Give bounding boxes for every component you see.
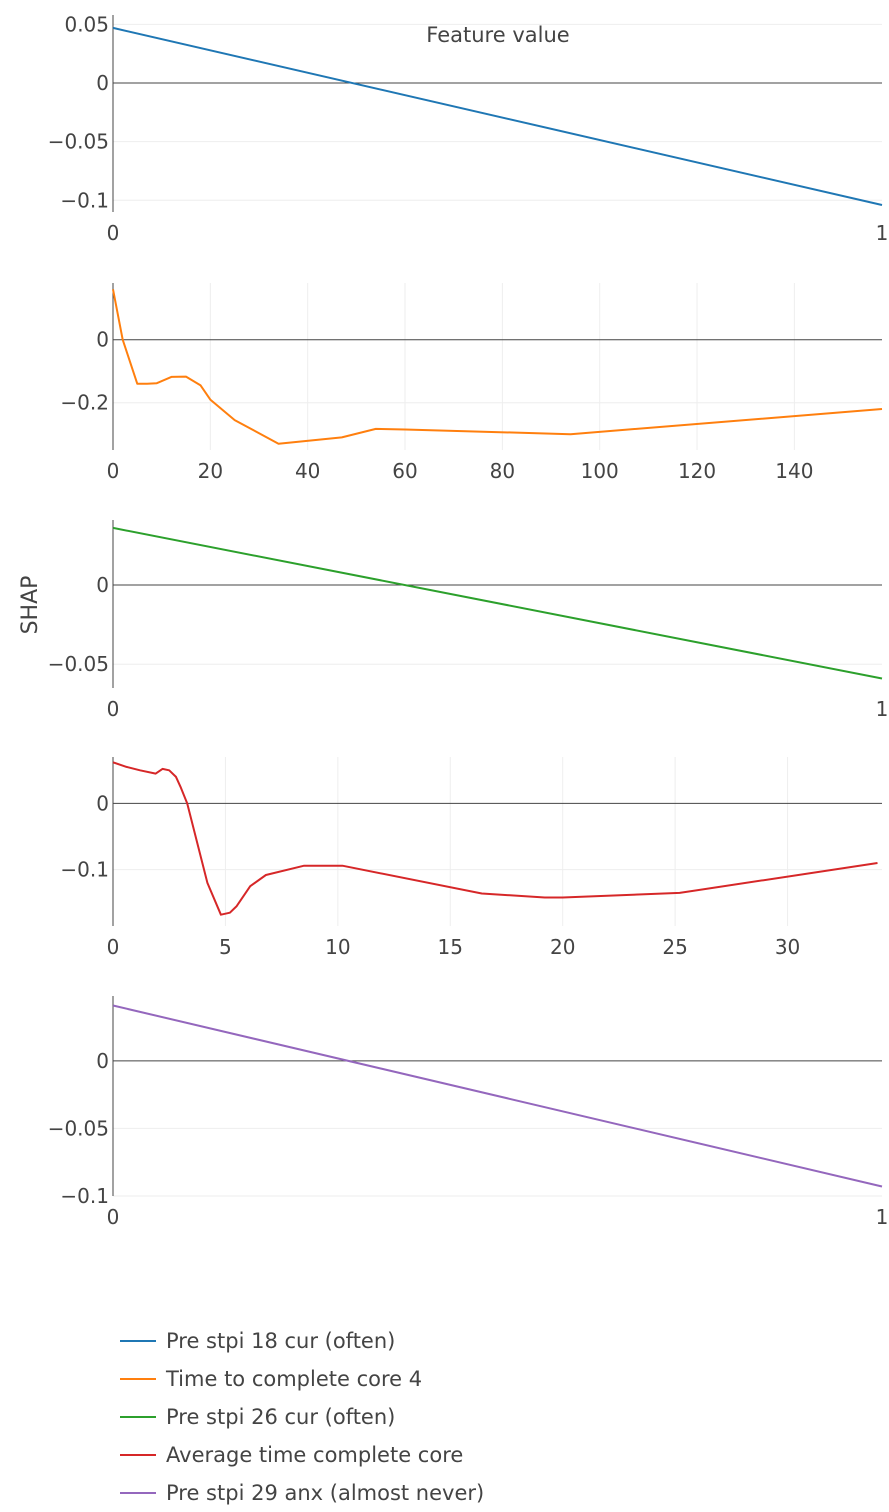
legend-item[interactable]: Pre stpi 29 anx (almost never) — [120, 1474, 484, 1512]
x-tick-label: 0 — [107, 221, 120, 245]
x-tick-label: 20 — [198, 459, 223, 483]
y-tick-label: −0.1 — [60, 1184, 109, 1208]
panel-4: 0 −0.1 0 5 10 15 20 25 30 — [60, 757, 882, 959]
x-tick-label: 0 — [107, 697, 120, 721]
panel-5: 0−0.05−0.10 1 — [48, 996, 889, 1229]
y-tick-label: 0 — [96, 71, 109, 95]
y-tick-label: 0 — [96, 1049, 109, 1073]
x-tick-label: 1 — [876, 221, 889, 245]
y-tick-label: 0.05 — [64, 12, 109, 36]
y-tick-label: −0.05 — [48, 652, 109, 676]
x-tick-label: 25 — [662, 935, 687, 959]
series-line-1 — [112, 26, 883, 206]
x-tick-label: 30 — [775, 935, 800, 959]
legend-swatch — [120, 1492, 156, 1494]
x-tick-label: 0 — [107, 1205, 120, 1229]
series-line-5 — [112, 1004, 883, 1188]
legend-swatch — [120, 1454, 156, 1456]
legend-item[interactable]: Pre stpi 18 cur (often) — [120, 1322, 484, 1360]
legend-label: Pre stpi 18 cur (often) — [166, 1329, 396, 1353]
y-tick-label: 0 — [96, 791, 109, 815]
legend-swatch — [120, 1378, 156, 1380]
x-tick-label: 10 — [325, 935, 350, 959]
x-tick-label: 60 — [392, 459, 417, 483]
x-tick-label: 120 — [678, 459, 716, 483]
legend-swatch — [120, 1416, 156, 1418]
x-tick-label: 5 — [219, 935, 232, 959]
panel-3: 0 −0.05 0 1 — [48, 520, 889, 721]
series-line-3 — [112, 526, 883, 680]
x-tick-label: 140 — [775, 459, 813, 483]
legend-label: Average time complete core — [166, 1443, 464, 1467]
y-tick-label: −0.05 — [48, 1116, 109, 1140]
panel-2: 0 −0.2 0 20 40 60 80 100 120 140 — [60, 283, 883, 483]
legend-swatch — [120, 1340, 156, 1342]
legend-label: Time to complete core 4 — [166, 1367, 423, 1391]
x-tick-label: 0 — [107, 935, 120, 959]
x-tick-label: 100 — [581, 459, 619, 483]
y-tick-label: −0.05 — [48, 130, 109, 154]
x-tick-label: 15 — [438, 935, 463, 959]
y-tick-label: 0 — [96, 573, 109, 597]
x-tick-label: 0 — [107, 459, 120, 483]
x-tick-label: 1 — [876, 1205, 889, 1229]
x-tick-label: 40 — [295, 459, 320, 483]
series-line-2 — [112, 289, 883, 445]
legend: Pre stpi 18 cur (often) Time to complete … — [120, 1322, 484, 1512]
legend-label: Pre stpi 29 anx (almost never) — [166, 1481, 485, 1505]
panel-1: 0.05 0 −0.05 −0.1 0 1 — [48, 12, 889, 245]
y-axis-label: SHAP — [18, 576, 43, 635]
legend-item[interactable]: Pre stpi 26 cur (often) — [120, 1398, 484, 1436]
legend-item[interactable]: Time to complete core 4 — [120, 1360, 484, 1398]
shap-dependence-chart: SHAP Feature value 0.050−0.05−0.10 10−0.2… — [18, 12, 889, 1229]
x-tick-label: 80 — [490, 459, 515, 483]
y-tick-label: −0.1 — [60, 188, 109, 212]
x-tick-label: 20 — [550, 935, 575, 959]
x-tick-label: 1 — [876, 697, 889, 721]
series-line-4 — [112, 761, 878, 916]
y-tick-label: −0.2 — [60, 391, 109, 415]
legend-item[interactable]: Average time complete core — [120, 1436, 484, 1474]
y-tick-label: −0.1 — [60, 858, 109, 882]
legend-label: Pre stpi 26 cur (often) — [166, 1405, 396, 1429]
y-tick-label: 0 — [96, 328, 109, 352]
feature-value-annotation: Feature value — [426, 23, 569, 47]
